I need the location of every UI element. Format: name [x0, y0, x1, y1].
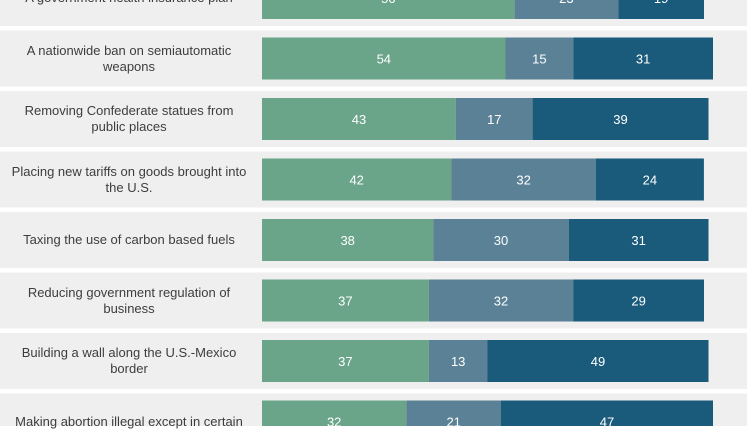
bar-segment — [262, 37, 506, 80]
bar-segment — [505, 37, 574, 80]
bar-segment — [618, 0, 704, 19]
category-label-line: weapons — [102, 58, 156, 74]
category-label-line: Taxing the use of carbon based fuels — [23, 232, 235, 247]
data-label: 32 — [327, 415, 341, 427]
category-label-line: A nationwide ban on semiautomatic — [26, 42, 232, 58]
bar-segment — [514, 0, 619, 19]
data-label: 54 — [377, 52, 391, 67]
bar-segment — [573, 279, 704, 322]
bar-segment — [568, 219, 709, 261]
bar-segment — [532, 98, 709, 140]
bar-segment — [487, 340, 709, 382]
data-label: 49 — [591, 354, 605, 369]
data-label: 13 — [451, 354, 465, 369]
data-label: 15 — [532, 52, 546, 67]
category-label-line: Building a wall along the U.S.-Mexico — [21, 345, 237, 360]
bar-segment — [262, 340, 429, 382]
category-label-line: border — [110, 361, 148, 376]
data-label: 17 — [487, 112, 501, 127]
bar-segment — [262, 158, 452, 201]
category-label: Placing new tariffs on goods brought int… — [4, 164, 254, 196]
data-label: 31 — [631, 233, 645, 248]
data-label: 47 — [600, 415, 614, 427]
category-label: A nationwide ban on semiautomatic weapons — [4, 43, 254, 75]
data-label: 42 — [349, 173, 363, 188]
category-label: Taxing the use of carbon based fuels — [4, 232, 254, 248]
bar-segment — [406, 400, 501, 426]
data-label: 43 — [352, 112, 366, 127]
bar-segment — [428, 279, 574, 322]
category-label-line: Making abortion illegal except in certai… — [15, 413, 243, 429]
bar-segment — [262, 0, 515, 19]
data-label: 38 — [340, 233, 354, 248]
category-label-line: Removing Confederate statues from — [24, 103, 234, 118]
bar-segment — [433, 219, 569, 261]
category-label-line: Placing new tariffs on goods brought int… — [11, 163, 247, 179]
bar-segment — [428, 340, 488, 382]
bar-segment — [573, 37, 713, 80]
category-label: Reducing government regulation of busines… — [4, 285, 254, 317]
data-label: 39 — [613, 112, 627, 127]
data-label: 29 — [631, 294, 645, 309]
data-label: 32 — [516, 173, 530, 188]
bar-segment — [262, 98, 456, 140]
bar-segment — [451, 158, 596, 201]
category-label-line: business — [103, 300, 155, 316]
data-label: 21 — [446, 415, 460, 427]
category-label: Removing Confederate statues from public … — [4, 103, 254, 135]
bar-segment — [262, 400, 407, 426]
category-label: A government health insurance plan — [4, 0, 254, 6]
bar-segment — [501, 400, 713, 426]
bar-segment — [262, 279, 429, 322]
data-label: 24 — [643, 173, 657, 188]
data-label: 37 — [338, 354, 352, 369]
bar-segment — [262, 219, 434, 261]
data-label: 31 — [636, 52, 650, 67]
bar-segment — [595, 158, 704, 201]
category-label: Making abortion illegal except in certai… — [4, 414, 254, 430]
category-label-line: public places — [91, 119, 167, 134]
data-label: 37 — [338, 294, 352, 309]
data-label: 56 — [381, 0, 395, 6]
data-label: 23 — [559, 0, 573, 6]
category-label: Building a wall along the U.S.-Mexico bor… — [4, 345, 254, 377]
data-label: 19 — [654, 0, 668, 6]
category-label-line: Reducing government regulation of — [27, 284, 231, 300]
category-label-line: the U.S. — [105, 179, 153, 195]
data-label: 30 — [494, 233, 508, 248]
category-label-line: A government health insurance plan — [4, 0, 254, 6]
data-label: 32 — [494, 294, 508, 309]
bar-segment — [455, 98, 533, 140]
